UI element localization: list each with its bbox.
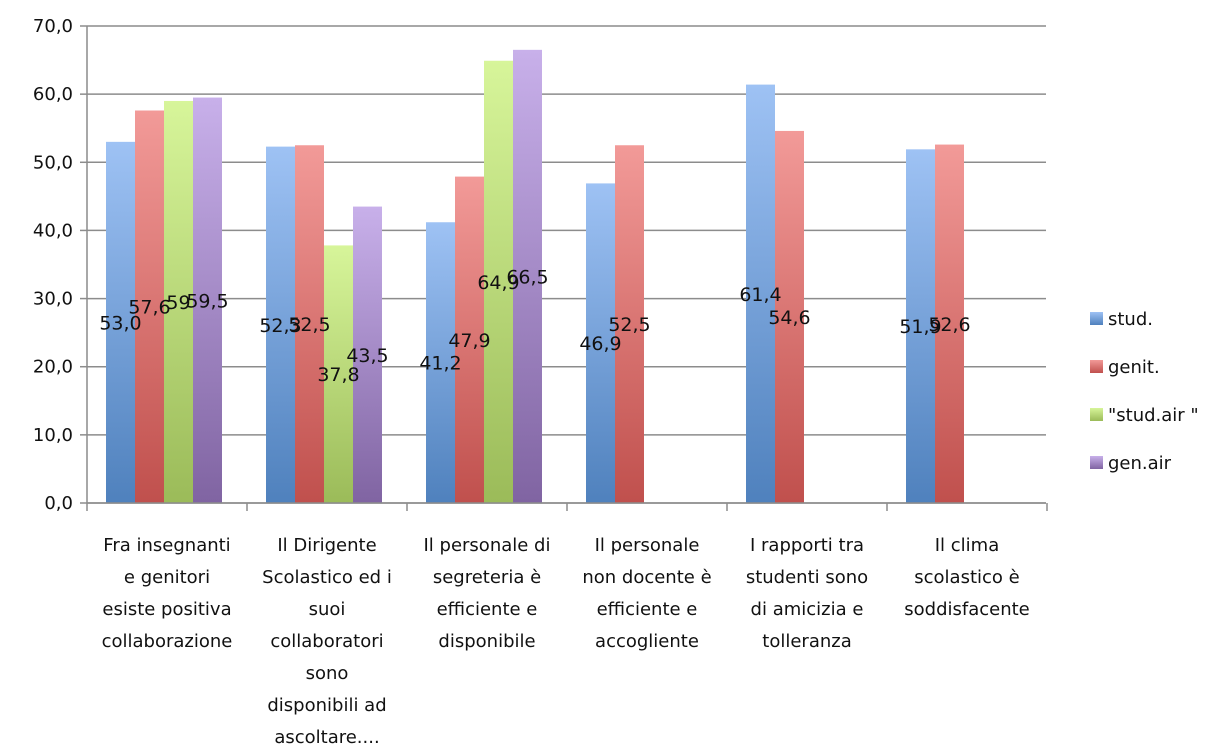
legend-swatch bbox=[1090, 312, 1103, 325]
y-tick-label: 0,0 bbox=[44, 493, 73, 514]
data-label: 43,5 bbox=[346, 345, 388, 367]
data-label: 47,9 bbox=[448, 330, 490, 352]
bar bbox=[935, 144, 964, 503]
bar bbox=[775, 130, 804, 503]
y-tick-label: 10,0 bbox=[33, 425, 73, 446]
y-tick-label: 20,0 bbox=[33, 357, 73, 378]
bar bbox=[615, 145, 644, 503]
data-label: 59,5 bbox=[186, 290, 228, 312]
gridlines bbox=[87, 25, 1046, 504]
data-label: 37,8 bbox=[317, 364, 359, 386]
bar bbox=[106, 141, 135, 504]
legend-swatch bbox=[1090, 360, 1103, 373]
x-category-label: Il Dirigente Scolastico ed i suoi collabora… bbox=[262, 535, 392, 748]
legend-swatch bbox=[1090, 456, 1103, 469]
data-label: 52,3 bbox=[259, 315, 301, 337]
legend: stud. genit. "stud.air " gen.air bbox=[1090, 309, 1199, 474]
x-category-label: Il personale non docente è efficiente e acc… bbox=[582, 535, 712, 652]
legend-label: "stud.air " bbox=[1108, 405, 1199, 426]
x-category-label: Il clima scolastico è soddisfacente bbox=[904, 535, 1030, 620]
x-category-label: Fra insegnanti e genitori esiste positiva c… bbox=[101, 535, 233, 652]
y-tick-label: 70,0 bbox=[33, 16, 73, 37]
y-tick-label: 40,0 bbox=[33, 220, 73, 241]
bar bbox=[586, 183, 615, 503]
y-tick-label: 30,0 bbox=[33, 289, 73, 310]
axes: 0,0 10,0 20,0 30,0 40,0 50,0 60,0 70,0 bbox=[33, 16, 1048, 514]
bar bbox=[906, 149, 935, 504]
data-label: 52,5 bbox=[608, 314, 650, 336]
data-label: 64,9 bbox=[477, 272, 519, 294]
y-tick-label: 50,0 bbox=[33, 152, 73, 173]
bars bbox=[106, 49, 964, 504]
data-label: 59 bbox=[166, 292, 190, 314]
bar bbox=[295, 145, 324, 503]
bar bbox=[324, 245, 353, 504]
data-label: 53,0 bbox=[99, 312, 141, 334]
data-label: 46,9 bbox=[579, 333, 621, 355]
data-labels: 53,0 52,3 41,2 46,9 61,4 51,9 57,6 52,5 47,9 52,5… bbox=[99, 266, 970, 386]
bar bbox=[746, 84, 775, 504]
bar bbox=[164, 100, 193, 503]
bar bbox=[513, 49, 542, 503]
data-label: 61,4 bbox=[739, 284, 781, 306]
legend-label: genit. bbox=[1108, 357, 1160, 378]
y-tick-label: 60,0 bbox=[33, 84, 73, 105]
bar bbox=[426, 222, 455, 503]
data-label: 51,9 bbox=[899, 316, 941, 338]
bar bbox=[353, 206, 382, 504]
x-category-label: I rapporti tra studenti sono di amicizia e… bbox=[745, 535, 869, 652]
legend-label: stud. bbox=[1108, 309, 1153, 330]
data-label: 54,6 bbox=[768, 307, 810, 329]
bar bbox=[484, 60, 513, 503]
bar bbox=[455, 176, 484, 504]
legend-label: gen.air bbox=[1108, 453, 1172, 474]
data-label: 66,5 bbox=[506, 266, 548, 288]
data-label: 41,2 bbox=[419, 353, 461, 375]
data-label: 57,6 bbox=[128, 297, 170, 319]
legend-swatch bbox=[1090, 408, 1103, 421]
bar bbox=[135, 110, 164, 504]
bar bbox=[266, 146, 295, 503]
data-label: 52,5 bbox=[288, 314, 330, 336]
bar bbox=[193, 97, 222, 504]
data-label: 52,6 bbox=[928, 314, 970, 336]
